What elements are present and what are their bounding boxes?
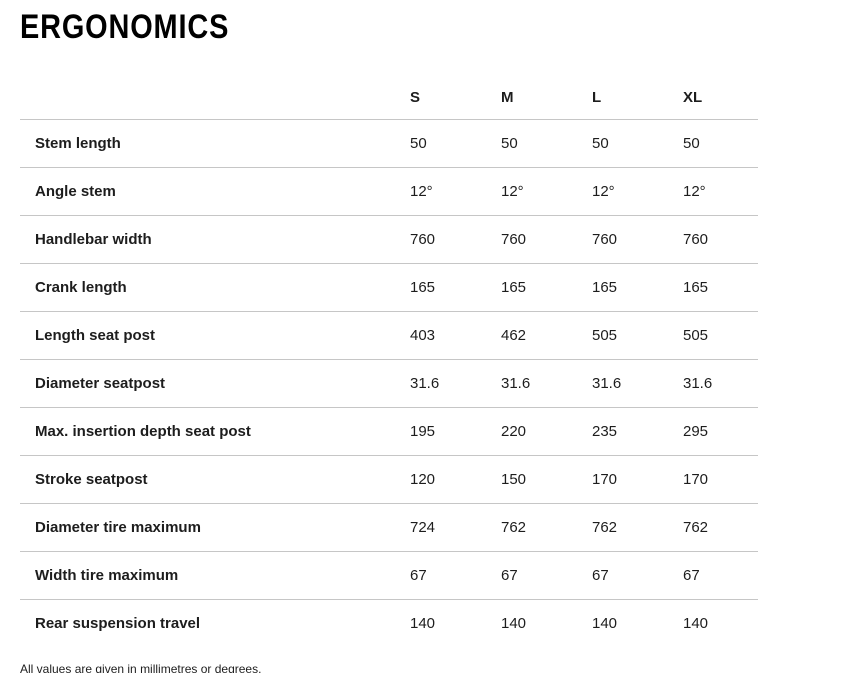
table-header-row: S M L XL	[20, 75, 758, 120]
spec-value-s: 195	[410, 423, 436, 440]
spec-value-l: 67	[592, 567, 609, 584]
row-label: Angle stem	[35, 183, 116, 200]
spec-value-m: 220	[501, 423, 527, 440]
spec-value-m: 140	[501, 615, 527, 632]
row-label: Handlebar width	[35, 231, 152, 248]
spec-value-s: 31.6	[410, 375, 440, 392]
row-label: Stem length	[35, 135, 121, 152]
spec-value-l: 12°	[592, 183, 615, 200]
row-label: Stroke seatpost	[35, 471, 148, 488]
row-label: Max. insertion depth seat post	[35, 423, 251, 440]
spec-value-m: 31.6	[501, 375, 531, 392]
footnote: All values are given in millimetres or d…	[20, 662, 262, 673]
spec-value-s: 12°	[410, 183, 433, 200]
row-label: Length seat post	[35, 327, 156, 344]
spec-value-l: 165	[592, 279, 618, 296]
spec-value-s: 140	[410, 615, 436, 632]
spec-value-l: 31.6	[592, 375, 622, 392]
row-label: Diameter tire maximum	[35, 519, 201, 536]
table-row-width-tire-maximum: Width tire maximum 67 67 67 67	[20, 552, 758, 600]
spec-value-xl: 165	[683, 279, 709, 296]
spec-value-xl: 505	[683, 327, 709, 344]
spec-value-xl: 170	[683, 471, 709, 488]
table-row-stroke-seatpost: Stroke seatpost 120 150 170 170	[20, 456, 758, 504]
column-header-size-m: M	[501, 88, 514, 106]
table-row-stem-length: Stem length 50 50 50 50	[20, 120, 758, 168]
spec-value-m: 50	[501, 135, 518, 152]
spec-value-l: 170	[592, 471, 618, 488]
spec-value-xl: 12°	[683, 183, 706, 200]
spec-value-s: 760	[410, 231, 436, 248]
spec-value-s: 120	[410, 471, 436, 488]
column-header-size-xl: XL	[683, 88, 703, 106]
spec-value-m: 12°	[501, 183, 524, 200]
spec-value-xl: 760	[683, 231, 709, 248]
spec-value-l: 50	[592, 135, 609, 152]
table-row-rear-suspension-travel: Rear suspension travel 140 140 140 140	[20, 600, 758, 647]
spec-value-l: 762	[592, 519, 618, 536]
spec-value-s: 724	[410, 519, 436, 536]
spec-value-xl: 762	[683, 519, 709, 536]
table-row-angle-stem: Angle stem 12° 12° 12° 12°	[20, 168, 758, 216]
table-row-crank-length: Crank length 165 165 165 165	[20, 264, 758, 312]
spec-value-m: 165	[501, 279, 527, 296]
spec-value-s: 403	[410, 327, 436, 344]
spec-value-m: 67	[501, 567, 518, 584]
row-label: Rear suspension travel	[35, 615, 201, 632]
page-title: ERGONOMICS	[20, 8, 833, 46]
table-row-max-insertion-depth: Max. insertion depth seat post 195 220 2…	[20, 408, 758, 456]
spec-value-s: 50	[410, 135, 427, 152]
spec-value-s: 67	[410, 567, 427, 584]
row-label: Width tire maximum	[35, 567, 179, 584]
row-label: Diameter seatpost	[35, 375, 166, 392]
spec-value-l: 505	[592, 327, 618, 344]
row-label: Crank length	[35, 279, 127, 296]
table-row-length-seat-post: Length seat post 403 462 505 505	[20, 312, 758, 360]
spec-value-xl: 295	[683, 423, 709, 440]
column-header-size-l: L	[592, 88, 602, 106]
table-row-diameter-tire-maximum: Diameter tire maximum 724 762 762 762	[20, 504, 758, 552]
column-header-size-s: S	[410, 88, 421, 106]
spec-value-xl: 67	[683, 567, 700, 584]
spec-value-s: 165	[410, 279, 436, 296]
page-title-text: ERGONOMICS	[20, 8, 230, 46]
spec-value-m: 760	[501, 231, 527, 248]
spec-value-xl: 50	[683, 135, 700, 152]
spec-value-xl: 140	[683, 615, 709, 632]
spec-value-l: 760	[592, 231, 618, 248]
table-row-handlebar-width: Handlebar width 760 760 760 760	[20, 216, 758, 264]
spec-value-m: 462	[501, 327, 527, 344]
ergonomics-spec-table: S M L XL Stem length 50 50 50 50 Angle s…	[20, 75, 758, 647]
table-row-diameter-seatpost: Diameter seatpost 31.6 31.6 31.6 31.6	[20, 360, 758, 408]
spec-value-l: 235	[592, 423, 618, 440]
spec-value-m: 150	[501, 471, 527, 488]
spec-value-xl: 31.6	[683, 375, 713, 392]
spec-value-m: 762	[501, 519, 527, 536]
spec-value-l: 140	[592, 615, 618, 632]
